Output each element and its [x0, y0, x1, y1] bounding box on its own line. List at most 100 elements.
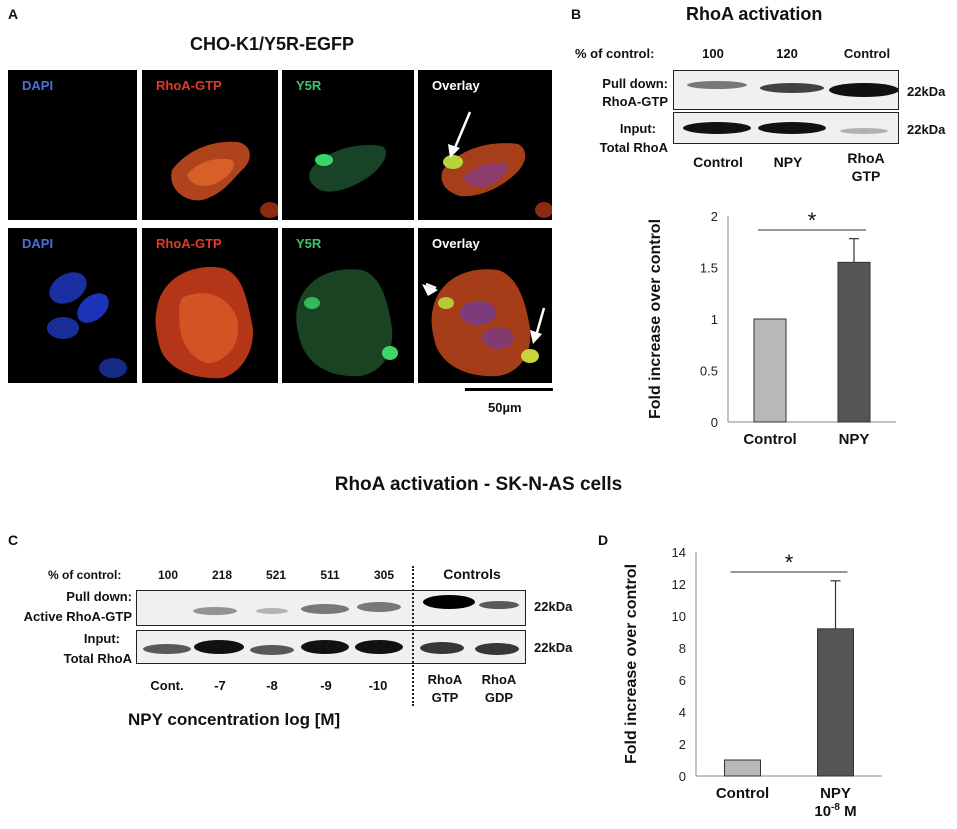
channel-label-y5r-2: Y5R — [296, 236, 322, 251]
panel-c-blot-input-bands — [143, 640, 519, 655]
panel-c-xlabel: NPY concentration log [M] — [128, 710, 341, 729]
panel-b-pct-2: 120 — [776, 46, 798, 61]
panel-b-row1-label-a: Pull down: — [602, 76, 668, 91]
panel-c-blot-pulldown — [136, 590, 526, 626]
panel-b-ytick-2: 1 — [711, 312, 718, 327]
channel-label-dapi-1: DAPI — [22, 78, 54, 93]
panel-c-ctrl-lane-1a: RhoA — [427, 672, 463, 687]
channel-label-rhoa-1: RhoA-GTP — [156, 78, 222, 93]
panel-b-ytick-0: 0 — [711, 415, 718, 430]
panel-b-ytick-3: 1.5 — [700, 261, 718, 276]
panel-c-pct-5: 305 — [373, 568, 395, 582]
micrograph-overlay-1: Overlay — [418, 70, 552, 220]
micrograph-y5r-2: Y5R — [282, 228, 414, 383]
panel-d-sig-star: * — [785, 550, 794, 575]
micrograph-overlay-2-image — [422, 269, 546, 377]
panel-c-lane-5: -10 — [368, 678, 388, 693]
panel-b-bar-0 — [753, 318, 787, 423]
panel-b-letter: B — [571, 6, 582, 22]
panel-c-lane-3: -8 — [266, 678, 278, 693]
panel-d-xtick-sub-1: 10-8 M — [814, 802, 856, 820]
panel-c-controls-label: Controls — [443, 566, 501, 582]
panel-d-ytick-1: 2 — [679, 737, 686, 752]
micrograph-dapi-2-image — [47, 272, 127, 378]
panel-c-row1-label-b: Active RhoA-GTP — [23, 609, 132, 624]
panel-c-pct-4: 511 — [320, 568, 340, 582]
panel-b-ytick-4: 2 — [711, 209, 718, 224]
panel-c-ctrl-lane-1b: GTP — [431, 690, 459, 705]
scale-bar — [465, 388, 553, 391]
panel-b-row2-label-b: Total RhoA — [599, 140, 668, 155]
panel-c-ctrl-lane-2b: GDP — [484, 690, 514, 705]
panel-b-bar-chart: 0 0.5 1 1.5 2 Fold increase over control Contr… — [647, 208, 896, 448]
panel-b-xtick-1: NPY — [839, 431, 870, 448]
panel-d-letter: D — [598, 532, 609, 548]
panel-b-lane-3a: RhoA — [847, 150, 885, 166]
panel-c-row1-label-a: Pull down: — [66, 589, 132, 604]
panel-b-kda-2: 22kDa — [907, 122, 946, 137]
panel-c-row2-label-b: Total RhoA — [63, 651, 132, 666]
panel-b-kda-1: 22kDa — [907, 84, 946, 99]
panel-b-ytick-1: 0.5 — [700, 364, 718, 379]
panel-d-ytick-6: 12 — [672, 577, 686, 592]
channel-label-dapi-2: DAPI — [22, 236, 54, 251]
channel-label-overlay-1: Overlay — [432, 78, 480, 93]
panel-d-ylabel: Fold increase over control — [623, 564, 640, 764]
panel-a-title: CHO-K1/Y5R-EGFP — [190, 34, 355, 54]
panel-b-sig-star: * — [808, 208, 817, 233]
panel-c-letter: C — [8, 532, 19, 548]
panel-c-row2-label-a: Input: — [83, 631, 120, 646]
panel-b-lane-3b: GTP — [851, 168, 881, 184]
panel-c-divider — [412, 566, 414, 706]
micrograph-rhoa-1: RhoA-GTP — [142, 70, 278, 220]
panel-d-ytick-4: 8 — [679, 641, 686, 656]
panel-b-row2-label-a: Input: — [619, 121, 656, 136]
panel-c-pct-3: 521 — [265, 568, 287, 582]
panel-d-ytick-7: 14 — [672, 545, 686, 560]
micrograph-overlay-2: Overlay — [418, 228, 552, 383]
panel-b-blot-pulldown — [673, 70, 899, 110]
panel-d-ytick-2: 4 — [679, 705, 686, 720]
panel-b-ylabel: Fold increase over control — [647, 219, 664, 419]
panel-d-xtick-1: NPY — [820, 785, 851, 802]
panel-d-ytick-5: 10 — [672, 609, 686, 624]
panel-d-ytick-3: 6 — [679, 673, 686, 688]
panel-c-pct-1: 100 — [157, 568, 179, 582]
micrograph-y5r-2-image — [296, 269, 398, 377]
panel-c-pct-2: 218 — [211, 568, 233, 582]
micrograph-rhoa-2-image — [155, 267, 253, 379]
panel-b-blot-pulldown-bands — [687, 81, 898, 97]
panel-b-pct-3: Control — [843, 46, 891, 61]
panel-c-kda-2: 22kDa — [534, 640, 573, 655]
panel-a-letter: A — [8, 6, 19, 22]
panel-c-ctrl-lane-2a: RhoA — [481, 672, 517, 687]
panel-b-row1-label-b: RhoA-GTP — [602, 94, 668, 109]
section-title: RhoA activation - SK-N-AS cells — [334, 474, 623, 495]
panel-c-lane-4: -9 — [320, 678, 332, 693]
panel-b-bar-1 — [837, 261, 871, 423]
panel-b-lane-1: Control — [693, 154, 743, 170]
channel-label-y5r-1: Y5R — [296, 78, 322, 93]
panel-b-title: RhoA activation — [686, 4, 823, 24]
panel-b-pct-label: % of control: — [575, 46, 655, 61]
panel-c-blot-input — [136, 630, 526, 664]
panel-b-blot-input-bands — [683, 122, 888, 134]
channel-label-rhoa-2: RhoA-GTP — [156, 236, 222, 251]
micrograph-dapi-1: DAPI — [8, 70, 137, 220]
micrograph-dapi-2: DAPI — [8, 228, 137, 383]
panel-c-lane-2: -7 — [214, 678, 226, 693]
panel-c-lane-1: Cont. — [150, 678, 184, 693]
panel-d-xtick-0: Control — [716, 785, 769, 802]
panel-d-bar-0 — [724, 759, 761, 777]
panel-d-bar-1 — [817, 628, 854, 777]
panel-b-pct-1: 100 — [702, 46, 724, 61]
panel-d-ytick-0: 0 — [679, 769, 686, 784]
micrograph-y5r-1-image — [309, 144, 387, 192]
micrograph-rhoa-1-image — [171, 141, 278, 218]
channel-label-overlay-2: Overlay — [432, 236, 480, 251]
micrograph-overlay-1-image — [441, 111, 552, 218]
panel-b-xtick-0: Control — [743, 431, 796, 448]
panel-c-blot-pulldown-bands — [193, 595, 519, 615]
panel-d-bar-chart: 0 2 4 6 8 10 12 14 Fold increase over control Con… — [623, 545, 882, 820]
panel-c-kda-1: 22kDa — [534, 599, 573, 614]
